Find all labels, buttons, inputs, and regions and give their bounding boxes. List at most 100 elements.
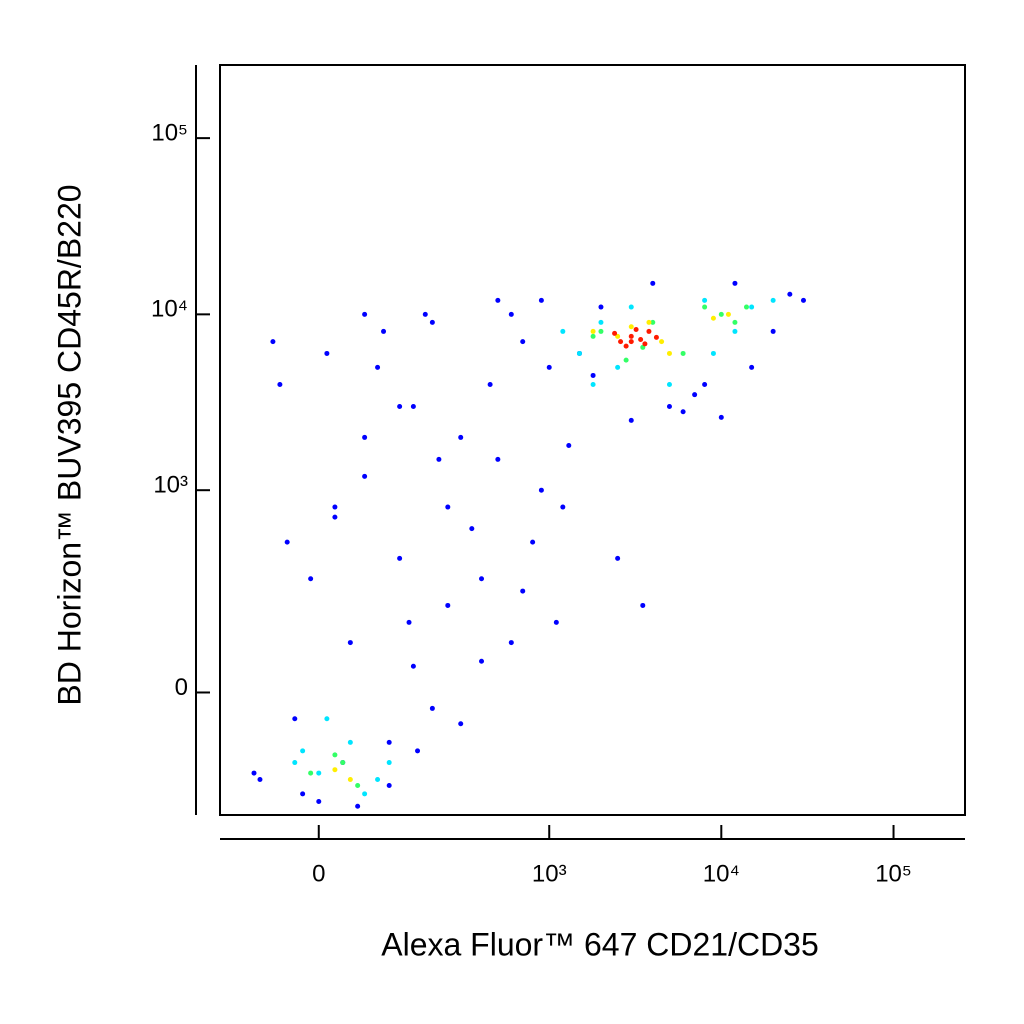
point [560,504,566,510]
point [520,339,526,345]
point [479,658,485,664]
x-tick-label: 10³ [532,860,567,887]
point [429,319,435,325]
point [530,539,536,545]
point [332,752,338,758]
point [646,328,652,334]
point [458,434,464,440]
point [646,319,652,325]
point [347,777,353,783]
point [628,333,634,339]
point [692,392,698,398]
point [618,339,624,345]
point [362,434,368,440]
point [576,350,582,356]
point [598,328,604,334]
point [300,791,306,797]
point [615,333,621,339]
point [445,602,451,608]
y-tick-label: 10⁵ [151,119,188,146]
point [270,339,276,345]
point [787,291,793,297]
point [680,409,686,415]
x-tick-label: 10⁵ [875,860,912,887]
y-tick-label: 10⁴ [151,296,188,323]
point [445,504,451,510]
x-tick-label: 0 [312,860,325,887]
point [749,304,755,310]
point [332,504,338,510]
point [590,333,596,339]
point [436,456,442,462]
point [277,381,283,387]
point [710,315,716,321]
point [332,767,338,773]
point [640,602,646,608]
point [623,343,629,349]
point [650,319,656,325]
point [612,330,618,336]
point [508,311,514,317]
point [375,777,381,783]
point [257,777,263,783]
y-tick-label: 10³ [153,472,188,499]
point [292,760,298,766]
point [347,739,353,745]
point [332,514,338,520]
point [495,297,501,303]
point [469,526,475,532]
point [487,381,493,387]
point [718,414,724,420]
point [538,487,544,493]
point [386,783,392,789]
point [770,328,776,334]
point [324,350,330,356]
point [300,748,306,754]
point [566,442,572,448]
point [628,339,634,345]
point [429,705,435,711]
point [628,324,634,330]
y-axis-title: BD Horizon™ BUV395 CD45R/B220 [51,184,87,705]
point [292,716,298,722]
point [386,760,392,766]
point [598,304,604,310]
point [308,770,314,776]
point [590,328,596,334]
point [410,663,416,669]
point [650,280,656,286]
point [508,640,514,646]
point [316,770,322,776]
point [732,319,738,325]
point [628,417,634,423]
point [284,539,290,545]
point [386,739,392,745]
point [666,403,672,409]
point [538,297,544,303]
point [659,339,665,345]
point [732,280,738,286]
point [479,576,485,582]
point [355,803,361,809]
point [770,297,776,303]
point [718,311,724,317]
point [702,381,708,387]
point [520,588,526,594]
point [316,799,322,805]
point [590,372,596,378]
point [422,311,428,317]
y-tick-label: 0 [175,674,188,701]
point [800,297,806,303]
point [653,334,659,340]
point [362,791,368,797]
x-axis-title: Alexa Fluor™ 647 CD21/CD35 [381,926,819,962]
point [397,403,403,409]
point [381,328,387,334]
point [615,555,621,561]
point [251,770,257,776]
point [362,311,368,317]
point [628,304,634,310]
point [406,619,412,625]
point [590,381,596,387]
point [710,350,716,356]
